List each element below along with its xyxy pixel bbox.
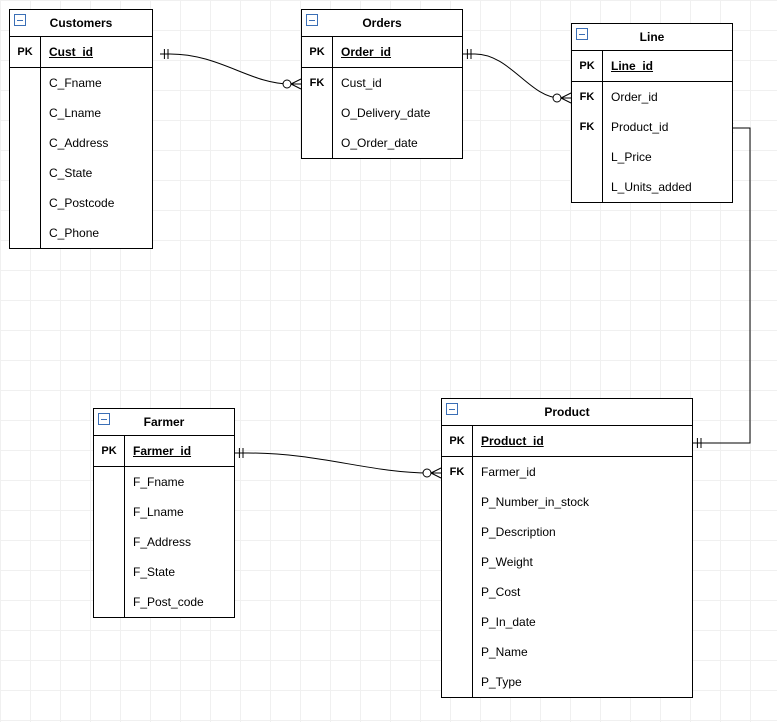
entity-title: Customers	[10, 10, 152, 37]
field-cell: P_Weight	[473, 547, 692, 577]
key-cell	[572, 142, 602, 172]
field-cell: L_Price	[603, 142, 732, 172]
field-cell: C_Postcode	[41, 188, 152, 218]
key-cell	[10, 128, 40, 158]
key-cell: FK	[302, 68, 332, 98]
connector	[235, 453, 441, 473]
key-cell: PK	[10, 37, 40, 68]
field-cell: C_Lname	[41, 98, 152, 128]
field-cell: Farmer_id	[125, 436, 234, 467]
key-cell	[442, 517, 472, 547]
entity-farmer[interactable]: Farmer PKFarmer_idF_FnameF_LnameF_Address…	[93, 408, 235, 618]
key-cell	[10, 98, 40, 128]
field-cell: Order_id	[603, 82, 732, 112]
key-cell: PK	[302, 37, 332, 68]
key-cell: FK	[572, 82, 602, 112]
collapse-icon[interactable]	[446, 403, 458, 415]
field-cell: Order_id	[333, 37, 462, 68]
collapse-icon[interactable]	[14, 14, 26, 26]
field-cell: L_Units_added	[603, 172, 732, 202]
key-cell: PK	[94, 436, 124, 467]
field-cell: O_Order_date	[333, 128, 462, 158]
key-cell	[442, 607, 472, 637]
field-cell: C_Phone	[41, 218, 152, 248]
field-cell: P_In_date	[473, 607, 692, 637]
key-cell: PK	[572, 51, 602, 82]
entity-orders[interactable]: Orders PKFKOrder_idCust_idO_Delivery_date…	[301, 9, 463, 159]
key-cell: FK	[572, 112, 602, 142]
field-cell: Cust_id	[333, 68, 462, 98]
entity-title: Orders	[302, 10, 462, 37]
entity-title-text: Customers	[50, 16, 113, 30]
field-cell: F_State	[125, 557, 234, 587]
field-cell: Cust_id	[41, 37, 152, 68]
key-cell	[572, 172, 602, 202]
key-cell	[302, 98, 332, 128]
field-cell: Line_id	[603, 51, 732, 82]
key-cell	[10, 68, 40, 98]
entity-title-text: Farmer	[144, 415, 185, 429]
field-cell: F_Lname	[125, 497, 234, 527]
entity-title-text: Orders	[362, 16, 401, 30]
field-cell: Product_id	[603, 112, 732, 142]
field-cell: P_Number_in_stock	[473, 487, 692, 517]
key-cell: PK	[442, 426, 472, 457]
field-cell: Product_id	[473, 426, 692, 457]
field-cell: O_Delivery_date	[333, 98, 462, 128]
connector	[160, 54, 301, 84]
key-cell	[442, 637, 472, 667]
field-cell: C_State	[41, 158, 152, 188]
field-cell: Farmer_id	[473, 457, 692, 487]
field-cell: F_Fname	[125, 467, 234, 497]
entity-title: Line	[572, 24, 732, 51]
collapse-icon[interactable]	[98, 413, 110, 425]
key-cell	[10, 158, 40, 188]
field-cell: C_Address	[41, 128, 152, 158]
key-cell	[94, 467, 124, 497]
entity-customers[interactable]: Customers PKCust_idC_FnameC_LnameC_Addres…	[9, 9, 153, 249]
collapse-icon[interactable]	[576, 28, 588, 40]
key-cell: FK	[442, 457, 472, 487]
entity-title: Product	[442, 399, 692, 426]
field-cell: P_Type	[473, 667, 692, 697]
key-cell	[94, 587, 124, 617]
entity-product[interactable]: Product PKFKProduct_idFarmer_idP_Number_i…	[441, 398, 693, 698]
field-cell: C_Fname	[41, 68, 152, 98]
key-cell	[94, 557, 124, 587]
field-cell: P_Cost	[473, 577, 692, 607]
key-cell	[10, 218, 40, 248]
entity-line[interactable]: LinePKFKFKLine_idOrder_idProduct_idL_Pri…	[571, 23, 733, 203]
field-cell: P_Description	[473, 517, 692, 547]
key-cell	[10, 188, 40, 218]
key-cell	[94, 527, 124, 557]
key-cell	[442, 487, 472, 517]
key-cell	[442, 547, 472, 577]
key-cell	[94, 497, 124, 527]
key-cell	[302, 128, 332, 158]
entity-title: Farmer	[94, 409, 234, 436]
entity-title-text: Product	[544, 405, 589, 419]
connector	[463, 54, 571, 98]
collapse-icon[interactable]	[306, 14, 318, 26]
key-cell	[442, 577, 472, 607]
entity-title-text: Line	[640, 30, 665, 44]
field-cell: P_Name	[473, 637, 692, 667]
field-cell: F_Address	[125, 527, 234, 557]
field-cell: F_Post_code	[125, 587, 234, 617]
key-cell	[442, 667, 472, 697]
